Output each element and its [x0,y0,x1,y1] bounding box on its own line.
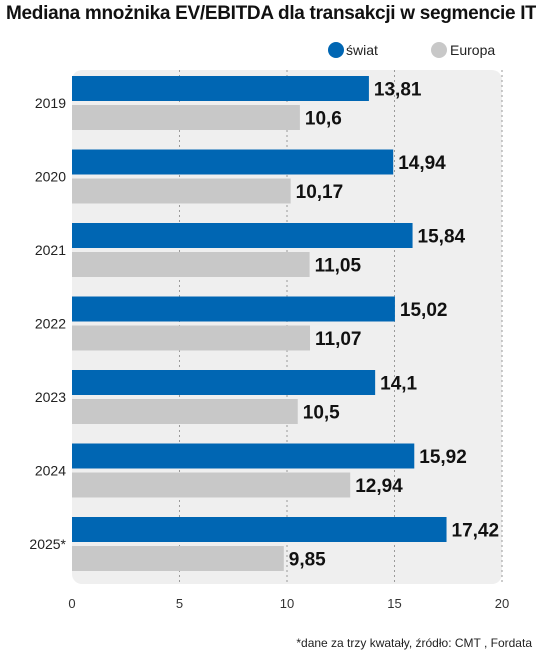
legend-swatch-1 [431,42,447,58]
value-label-0-1: 14,94 [398,153,446,174]
value-label-0-4: 14,1 [380,374,417,395]
value-label-1-3: 11,07 [315,329,362,350]
bar-1-1 [72,178,291,204]
bar-1-3 [72,325,311,351]
bar-1-4 [72,399,298,424]
bar-1-2 [72,252,310,277]
chart-title: Mediana mnożnika EV/EBITDA dla transakcj… [6,3,536,24]
value-label-0-3: 15,02 [400,300,448,321]
legend: świat Europa [328,42,495,58]
category-labels: 2019 2020 2021 2022 2023 2024 2025* [29,95,66,552]
x-tick-label-3: 15 [387,596,401,611]
value-label-1-1: 10,17 [296,182,344,203]
legend-label-1: Europa [450,42,495,58]
category-label-1: 2020 [35,169,66,185]
category-label-6: 2025* [29,536,66,552]
value-label-0-2: 15,84 [418,227,466,248]
bar-1-5 [72,472,351,498]
bar-0-2 [72,223,413,248]
x-tick-label-1: 5 [176,596,183,611]
x-tick-label-4: 20 [495,596,509,611]
category-label-0: 2019 [35,95,66,111]
bar-0-4 [72,370,376,395]
bar-0-6 [72,517,447,542]
bar-0-0 [72,76,369,101]
bar-1-0 [72,105,300,130]
category-label-4: 2023 [35,389,66,405]
bars-layer: 13,81 10,6 14,94 10,17 15,84 11,05 15,02 11,07 1… [72,76,499,571]
legend-label-0: świat [346,42,378,58]
x-tick-label-0: 0 [68,596,75,611]
value-label-1-4: 10,5 [303,403,340,424]
category-label-2: 2021 [35,242,66,258]
value-label-1-5: 12,94 [355,476,403,497]
bar-0-5 [72,443,415,469]
value-label-0-0: 13,81 [374,80,422,101]
bar-0-1 [72,149,394,175]
value-label-1-6: 9,85 [289,550,326,571]
legend-swatch-0 [328,42,344,58]
bar-0-3 [72,296,395,322]
value-label-1-2: 11,05 [315,256,362,277]
value-label-0-5: 15,92 [419,447,467,468]
value-label-1-0: 10,6 [305,109,342,130]
value-label-0-6: 17,42 [452,521,500,542]
footnote: *dane za trzy kwatały, źródło: CMT , For… [296,636,532,650]
category-label-3: 2022 [35,316,66,332]
x-tick-label-2: 10 [280,596,294,611]
bar-1-6 [72,546,284,571]
x-axis-ticks: 0 5 10 15 20 [68,596,509,611]
category-label-5: 2024 [35,463,66,479]
